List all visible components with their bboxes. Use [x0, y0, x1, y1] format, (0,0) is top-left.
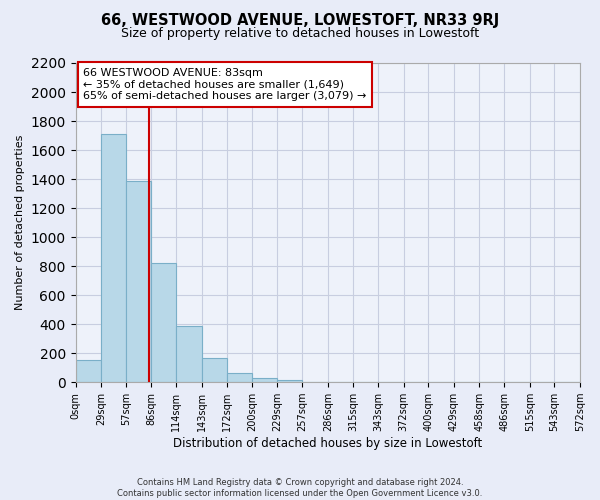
Text: Size of property relative to detached houses in Lowestoft: Size of property relative to detached ho… — [121, 28, 479, 40]
Bar — [126, 180, 151, 382]
Bar — [227, 373, 252, 382]
Text: 66 WESTWOOD AVENUE: 83sqm
← 35% of detached houses are smaller (1,649)
65% of se: 66 WESTWOOD AVENUE: 83sqm ← 35% of detac… — [83, 68, 367, 101]
Bar — [151, 263, 176, 382]
Y-axis label: Number of detached properties: Number of detached properties — [15, 135, 25, 310]
Bar — [252, 378, 277, 382]
Bar — [176, 326, 202, 382]
Bar — [101, 134, 126, 382]
Bar — [277, 380, 302, 382]
Text: 66, WESTWOOD AVENUE, LOWESTOFT, NR33 9RJ: 66, WESTWOOD AVENUE, LOWESTOFT, NR33 9RJ — [101, 12, 499, 28]
Text: Contains HM Land Registry data © Crown copyright and database right 2024.
Contai: Contains HM Land Registry data © Crown c… — [118, 478, 482, 498]
X-axis label: Distribution of detached houses by size in Lowestoft: Distribution of detached houses by size … — [173, 437, 482, 450]
Bar — [202, 358, 227, 382]
Bar — [76, 360, 101, 382]
